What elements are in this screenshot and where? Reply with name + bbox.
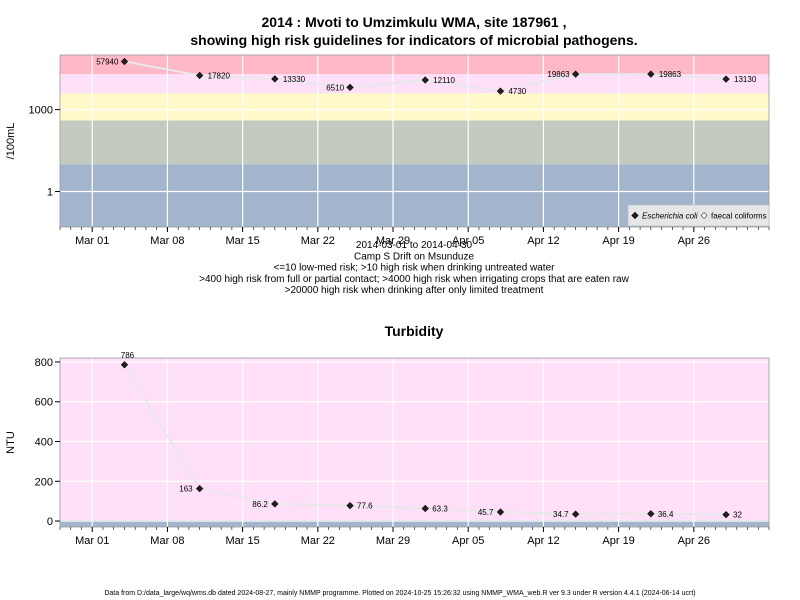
x-tick-label: Mar 08: [150, 535, 184, 547]
x-tick-label: Mar 29: [376, 535, 410, 547]
x-tick-label: Apr 19: [602, 235, 634, 247]
risk-band-2: [60, 93, 769, 121]
turbidity-point: [120, 361, 129, 369]
y-tick-label: 1000: [29, 105, 53, 117]
risk-band-3: [60, 74, 769, 94]
faecal-coliforms-point: [120, 57, 129, 66]
data-label: 57940: [96, 57, 119, 66]
turbidity-point: [421, 504, 429, 513]
turbidity-title: Turbidity: [385, 323, 444, 339]
data-label: 63.3: [432, 504, 448, 513]
faecal-coliforms-point: [722, 75, 730, 83]
data-label: 19863: [659, 70, 682, 79]
faecal-coliforms-point: [346, 83, 354, 92]
x-tick-label: Apr 05: [452, 535, 484, 547]
turbidity-point: [722, 511, 730, 519]
faecal-coliforms-point: [647, 70, 655, 78]
data-label: 13330: [283, 75, 306, 84]
data-label: 34.7: [553, 510, 569, 519]
y-tick-label: 400: [35, 437, 53, 449]
x-tick-label: Apr 19: [602, 535, 634, 547]
x-tick-label: Mar 29: [376, 235, 410, 247]
data-label: 19863: [547, 70, 570, 79]
data-label: 32: [733, 511, 742, 520]
x-tick-label: Mar 15: [225, 235, 259, 247]
x-tick-label: Mar 22: [301, 235, 335, 247]
faecal-coliforms-point: [421, 76, 429, 84]
x-tick-label: Mar 01: [75, 235, 109, 247]
caption-line: 2014-03-01 to 2014-04-30: [356, 240, 473, 251]
caption-line: >400 high risk from full or partial cont…: [199, 274, 629, 285]
y-axis-label: NTU: [5, 431, 17, 454]
data-label: 4730: [508, 87, 526, 96]
y-axis-label: /100mL: [5, 123, 17, 160]
data-label: 13130: [734, 75, 757, 84]
data-label: 36.4: [658, 510, 674, 519]
turbidity-band-0: [60, 520, 769, 527]
legend-box: [627, 204, 770, 227]
data-label: 786: [121, 351, 135, 360]
x-tick-label: Apr 26: [678, 235, 710, 247]
turbidity-point: [572, 510, 580, 518]
data-label: 12110: [433, 76, 455, 85]
x-tick-label: Apr 26: [678, 535, 710, 547]
y-tick-label: 600: [35, 397, 53, 409]
y-tick-label: 200: [35, 476, 53, 488]
y-tick-label: 800: [35, 357, 53, 369]
turbidity-panel: Turbidity 0 200 400 600 800 NTU Mar 01 Mar 08 Mar…: [5, 323, 770, 547]
turbidity-point: [346, 501, 354, 510]
faecal-coliforms-point: [196, 71, 204, 80]
faecal-coliforms-legend-label: faecal coliforms: [711, 212, 767, 221]
chart-title-line1: 2014 : Mvoti to Umzimkulu WMA, site 1879…: [262, 14, 567, 30]
data-label: 163: [179, 485, 193, 494]
x-tick-label: Apr 12: [527, 235, 559, 247]
faecal-coliforms-point: [271, 75, 279, 83]
turbidity-point: [496, 508, 505, 516]
turbidity-band-1: [60, 358, 769, 521]
faecal-coliforms-legend-icon: [700, 212, 708, 219]
y-tick-label: 1: [47, 186, 53, 198]
x-tick-label: Apr 12: [527, 535, 559, 547]
x-tick-label: Mar 22: [301, 535, 335, 547]
data-label: 17820: [208, 71, 231, 80]
legend: Escherichia coli faecal coliforms: [627, 204, 770, 227]
caption-line: >20000 high risk when drinking after onl…: [285, 285, 544, 296]
caption-line: Camp S Drift on Msunduze: [354, 251, 474, 262]
data-label: 77.6: [357, 502, 373, 511]
e-coli-legend-icon: [631, 211, 639, 220]
microbial-panel: 2014 : Mvoti to Umzimkulu WMA, site 1879…: [5, 14, 770, 296]
chart-title-line2: showing high risk guidelines for indicat…: [190, 32, 637, 48]
x-tick-label: Apr 05: [452, 235, 484, 247]
turbidity-point: [647, 510, 655, 518]
faecal-coliforms-point: [572, 70, 580, 78]
x-tick-label: Mar 08: [150, 235, 184, 247]
x-tick-label: Mar 01: [75, 535, 109, 547]
footer-note: Data from D:/data_large/wq/wms.db dated …: [104, 590, 695, 597]
risk-band-1: [60, 120, 769, 165]
caption-line: <=10 low-med risk; >10 high risk when dr…: [274, 263, 556, 274]
faecal-coliforms-point: [496, 87, 505, 95]
risk-band-4: [60, 55, 769, 75]
x-tick-label: Mar 15: [225, 535, 259, 547]
turbidity-point: [271, 500, 279, 508]
data-label: 45.7: [478, 508, 494, 517]
e-coli-legend-label: Escherichia coli: [642, 212, 698, 221]
y-tick-label: 0: [47, 516, 53, 528]
turbidity-point: [196, 485, 204, 493]
data-label: 6510: [326, 83, 344, 92]
data-label: 86.2: [252, 500, 268, 509]
